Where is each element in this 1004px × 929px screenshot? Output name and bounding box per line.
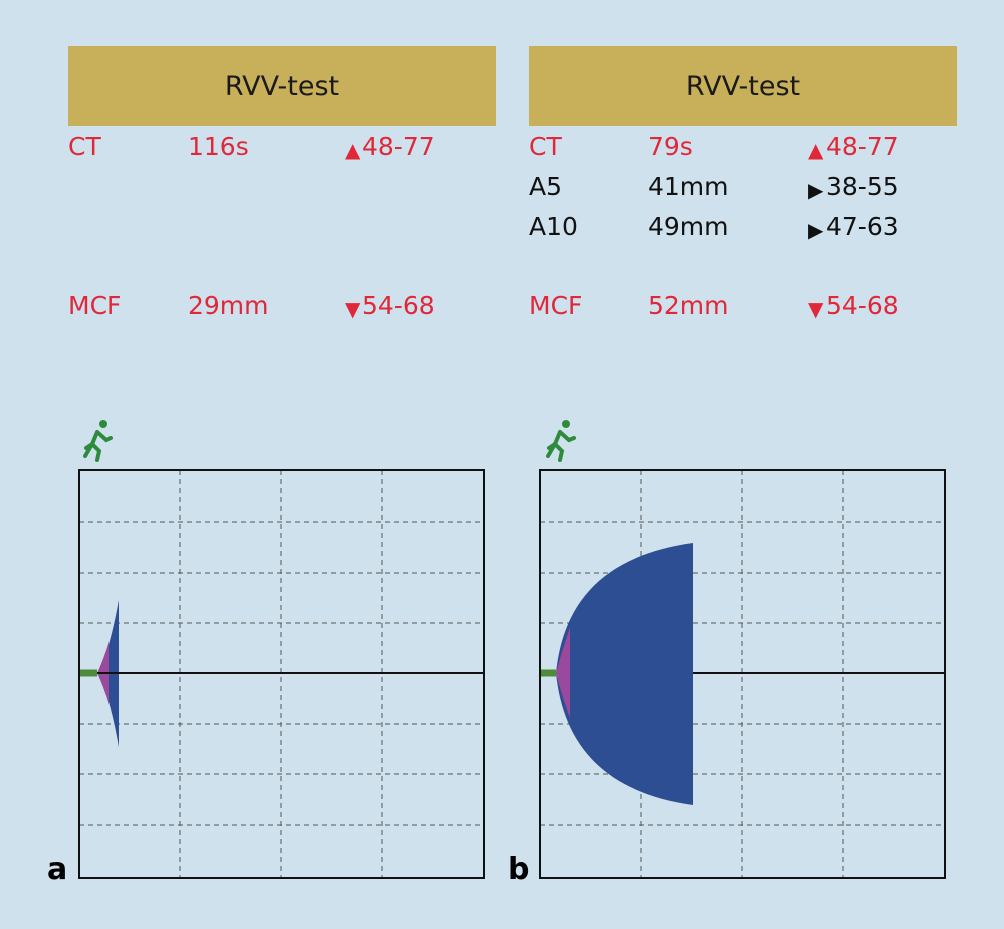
panel-label: a	[47, 852, 68, 887]
row-flag: ▶	[808, 178, 824, 202]
row-value: 29mm	[188, 291, 269, 320]
row-range: 54-68	[362, 291, 435, 320]
row-range: 47-63	[826, 212, 899, 241]
row-range: 54-68	[826, 291, 899, 320]
row-name: A5	[529, 172, 563, 201]
row-value: 52mm	[648, 291, 729, 320]
row-name: MCF	[68, 291, 122, 320]
row-value: 116s	[188, 132, 249, 161]
panel-label: b	[508, 852, 530, 887]
row-value: 49mm	[648, 212, 729, 241]
row-range: 48-77	[826, 132, 899, 161]
row-flag: ▶	[808, 218, 824, 242]
row-range: 38-55	[826, 172, 899, 201]
panel-header: RVV-test	[529, 46, 957, 126]
row-name: A10	[529, 212, 578, 241]
row-name: MCF	[529, 291, 583, 320]
graph-a	[78, 420, 485, 879]
row-value: 79s	[648, 132, 693, 161]
runner-icon	[83, 420, 113, 462]
row-flag: ▼	[808, 297, 824, 321]
row-range: 48-77	[362, 132, 435, 161]
row-flag: ▼	[345, 297, 361, 321]
runner-icon	[546, 420, 576, 462]
panel-header: RVV-test	[68, 46, 496, 126]
row-name: CT	[68, 132, 101, 161]
row-flag: ▲	[808, 138, 824, 162]
graph-b	[539, 420, 946, 879]
row-name: CT	[529, 132, 562, 161]
row-value: 41mm	[648, 172, 729, 201]
row-flag: ▲	[345, 138, 361, 162]
